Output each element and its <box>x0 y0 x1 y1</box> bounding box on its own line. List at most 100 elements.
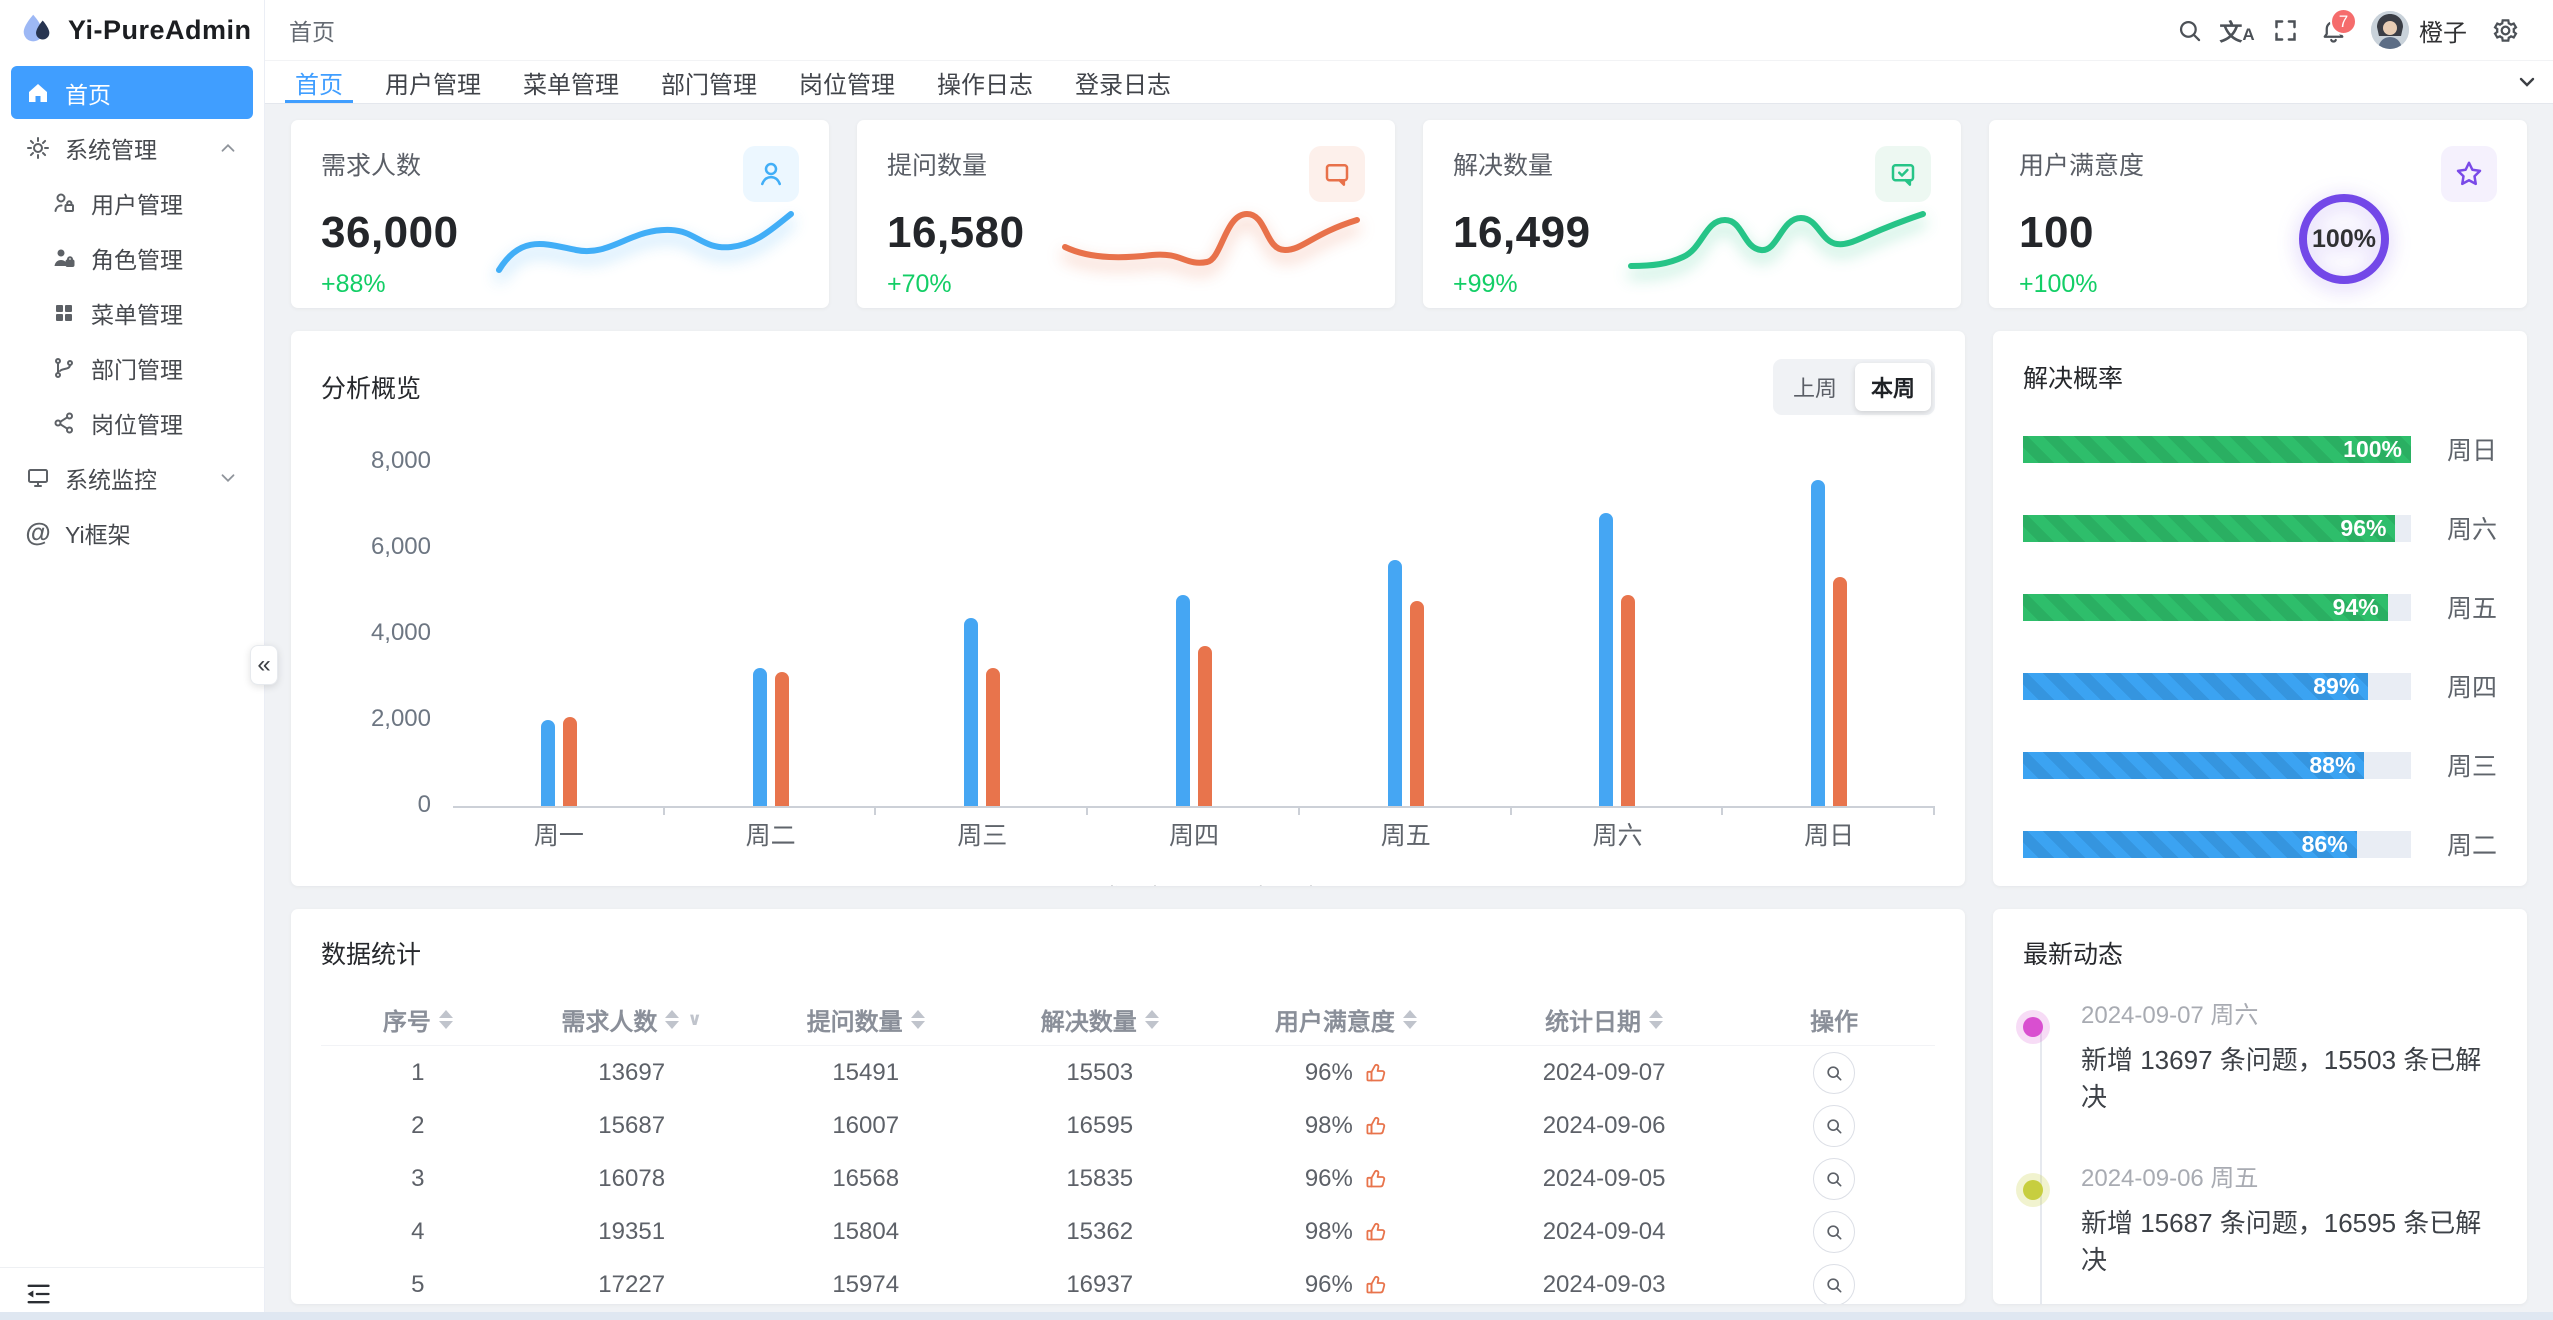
horizontal-scrollbar[interactable] <box>0 1312 2553 1320</box>
table-cell: 4 <box>411 1217 425 1245</box>
sort-carets-icon[interactable] <box>1402 1009 1417 1029</box>
satisfaction-wrap: 96% <box>1305 1271 1387 1299</box>
notification-bell-icon[interactable]: 7 <box>2309 6 2357 54</box>
table-cell: 17227 <box>598 1270 666 1298</box>
chart-x-axis: 周一 周二 周三 周四 周五 周六 周日 <box>453 816 1935 852</box>
legend-item[interactable]: 提问数量 <box>1216 878 1352 886</box>
fullscreen-icon[interactable] <box>2261 6 2309 54</box>
avatar[interactable] <box>2371 11 2409 49</box>
sidebar-item-framework[interactable]: @ Yi框架 <box>11 506 253 559</box>
legend-item[interactable]: 需求人数 <box>1036 878 1172 886</box>
column-header-1[interactable]: 需求人数 ∨ <box>514 993 749 1046</box>
sparkline-blue <box>496 211 794 273</box>
logo[interactable]: Yi-PureAdmin <box>0 0 264 60</box>
home-icon <box>25 80 51 106</box>
timeline-date: 2024-09-07 周六 <box>2081 1002 2259 1029</box>
toggle-this-week[interactable]: 本周 <box>1854 363 1931 411</box>
settings-gear-icon[interactable] <box>2481 6 2529 54</box>
column-label: 解决数量 <box>1040 1008 1137 1036</box>
progress-label: 94% <box>2332 593 2379 620</box>
chart-bar <box>774 672 789 806</box>
progress-label: 100% <box>2343 435 2402 462</box>
column-header-2[interactable]: 提问数量 <box>748 993 983 1046</box>
date-cell: 2024-09-04 <box>1542 1217 1666 1245</box>
progress-fill: 94% <box>2023 593 2388 621</box>
row-view-button[interactable] <box>1813 1051 1856 1094</box>
stat-delta: +70% <box>887 270 952 298</box>
sidebar-group-monitor[interactable]: 系统监控 <box>11 451 253 504</box>
stat-title: 提问数量 <box>887 152 988 180</box>
username[interactable]: 橙子 <box>2419 19 2467 47</box>
column-header-inner: 提问数量 <box>807 1002 925 1037</box>
toggle-last-week[interactable]: 上周 <box>1777 363 1853 411</box>
column-header-0[interactable]: 序号 <box>321 993 515 1046</box>
stat-value: 16,580 <box>887 208 1025 257</box>
chart-bar <box>986 668 1001 806</box>
timeline-title: 最新动态 <box>2023 941 2124 969</box>
row-view-button[interactable] <box>1813 1157 1856 1200</box>
progress-track: 94% <box>2023 593 2411 621</box>
column-header-4[interactable]: 用户满意度 <box>1216 993 1475 1046</box>
column-header-3[interactable]: 解决数量 <box>982 993 1217 1046</box>
search-icon[interactable] <box>2165 6 2213 54</box>
legend-label: 需求人数 <box>1076 878 1172 886</box>
sort-carets-icon[interactable] <box>1649 1009 1664 1029</box>
sort-carets-icon[interactable] <box>665 1009 680 1029</box>
tabs-dropdown-chevron-icon[interactable] <box>2515 61 2539 103</box>
chart-bar-group <box>1088 461 1300 815</box>
row-view-button[interactable] <box>1813 1104 1856 1147</box>
sidebar-item-roles[interactable]: 角色管理 <box>11 231 253 284</box>
breadcrumb[interactable]: 首页 <box>289 19 335 45</box>
tab-menu-mgmt[interactable]: 菜单管理 <box>523 71 619 99</box>
stat-title: 需求人数 <box>321 152 422 180</box>
progress-fill: 96% <box>2023 514 2396 542</box>
sidebar-item-home[interactable]: 首页 <box>11 66 253 119</box>
sparkline-orange <box>1062 210 1360 266</box>
satisfaction-wrap: 96% <box>1305 1059 1387 1087</box>
chart-bar-group <box>1512 461 1724 815</box>
chevron-down-icon <box>217 467 239 489</box>
thumbs-up-icon <box>1363 1220 1387 1244</box>
tab-dept-mgmt[interactable]: 部门管理 <box>661 71 757 99</box>
satisfaction-wrap: 98% <box>1305 1112 1387 1140</box>
sidebar-item-menus[interactable]: 菜单管理 <box>11 286 253 339</box>
row-view-button[interactable] <box>1813 1263 1856 1304</box>
sidebar-item-departments[interactable]: 部门管理 <box>11 341 253 394</box>
stats-table-body: 1 13697 15491 15503 96% 2024-09-07 2 15687 16007… <box>321 1046 1935 1304</box>
sidebar-collapse-button[interactable]: « <box>250 645 278 685</box>
fold-menu-icon[interactable] <box>24 1280 52 1308</box>
day-label: 周五 <box>2446 595 2497 623</box>
column-header-inner: 序号 <box>383 1002 453 1037</box>
user-icon <box>743 146 799 202</box>
filter-chevron-icon[interactable]: ∨ <box>687 1008 702 1029</box>
table-cell: 16007 <box>832 1111 900 1139</box>
y-tick-label: 4,000 <box>370 619 431 646</box>
tab-post-mgmt[interactable]: 岗位管理 <box>799 71 895 99</box>
tab-home[interactable]: 首页 <box>281 61 357 103</box>
table-cell: 3 <box>411 1164 425 1192</box>
y-tick-label: 0 <box>417 791 431 818</box>
tab-op-log[interactable]: 操作日志 <box>937 71 1033 99</box>
sidebar-item-posts[interactable]: 岗位管理 <box>11 396 253 449</box>
tab-user-mgmt[interactable]: 用户管理 <box>385 71 481 99</box>
chevron-up-icon <box>217 137 239 159</box>
timeline-text: 新增 15687 条问题，16595 条已解决 <box>2081 1208 2482 1275</box>
tab-login-log[interactable]: 登录日志 <box>1075 71 1171 99</box>
row-view-button[interactable] <box>1813 1210 1856 1253</box>
column-header-inner: 需求人数 ∨ <box>561 1002 702 1037</box>
sort-carets-icon[interactable] <box>1144 1009 1159 1029</box>
chart-bar <box>964 618 979 806</box>
sidebar-item-users[interactable]: 用户管理 <box>11 176 253 229</box>
sort-carets-icon[interactable] <box>910 1009 925 1029</box>
column-header-6[interactable]: 操作 <box>1733 993 1935 1046</box>
sparkline-green <box>1628 211 1926 269</box>
sort-carets-icon[interactable] <box>438 1009 453 1029</box>
latest-news-card: 最新动态 2024-09-07 周六 新增 13697 条问题，15503 条已解… <box>1993 909 2527 1304</box>
sidebar-group-system[interactable]: 系统管理 <box>11 121 253 174</box>
column-header-5[interactable]: 统计日期 <box>1474 993 1734 1046</box>
translate-icon[interactable]: 文A <box>2219 19 2255 45</box>
solve-row: 88% 周三 <box>2023 747 2497 783</box>
satisfaction-value: 98% <box>1304 1217 1353 1245</box>
axis-tick <box>662 806 665 815</box>
